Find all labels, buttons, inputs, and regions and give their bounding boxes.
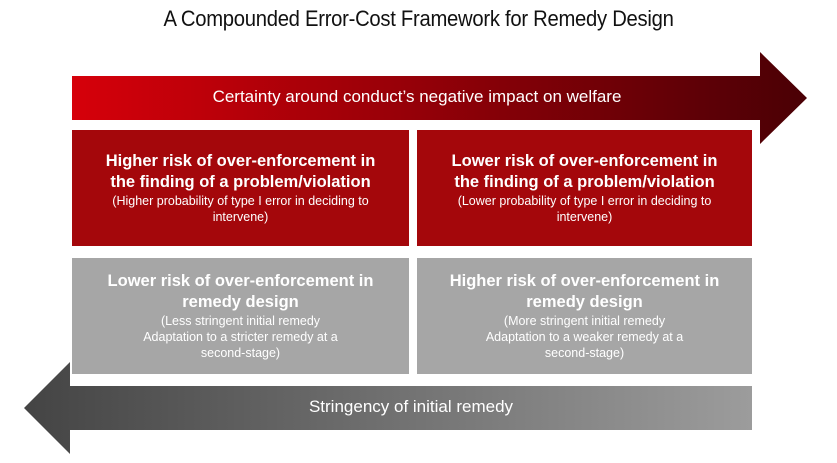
box-bottom-right-note: (More stringent initial remedy Adaptatio… [485, 314, 684, 360]
box-top-left: Higher risk of over-enforcement in the f… [72, 130, 409, 246]
box-top-left-heading: Higher risk of over-enforcement in the f… [105, 152, 376, 191]
box-bottom-left: Lower risk of over-enforcement in remedy… [72, 258, 409, 374]
box-top-right-heading: Lower risk of over-enforcement in the fi… [451, 152, 718, 191]
bottom-arrow-label: Stringency of initial remedy [308, 397, 514, 416]
bottom-arrow-left: Stringency of initial remedy [24, 362, 752, 454]
box-top-right-note: (Lower probability of type I error in de… [457, 194, 712, 224]
box-top-left-note: (Higher probability of type I error in d… [112, 194, 369, 224]
box-bottom-left-heading: Lower risk of over-enforcement in remedy… [107, 272, 374, 311]
top-arrow-label: Certainty around conduct’s negative impa… [212, 87, 622, 106]
box-bottom-right-heading: Higher risk of over-enforcement in remed… [449, 272, 720, 311]
box-top-right: Lower risk of over-enforcement in the fi… [417, 130, 752, 246]
top-arrow-right: Certainty around conduct’s negative impa… [72, 52, 807, 144]
diagram-title: A Compounded Error-Cost Framework for Re… [163, 6, 674, 31]
box-bottom-right: Higher risk of over-enforcement in remed… [417, 258, 752, 374]
box-bottom-left-note: (Less stringent initial remedy Adaptatio… [143, 314, 338, 360]
